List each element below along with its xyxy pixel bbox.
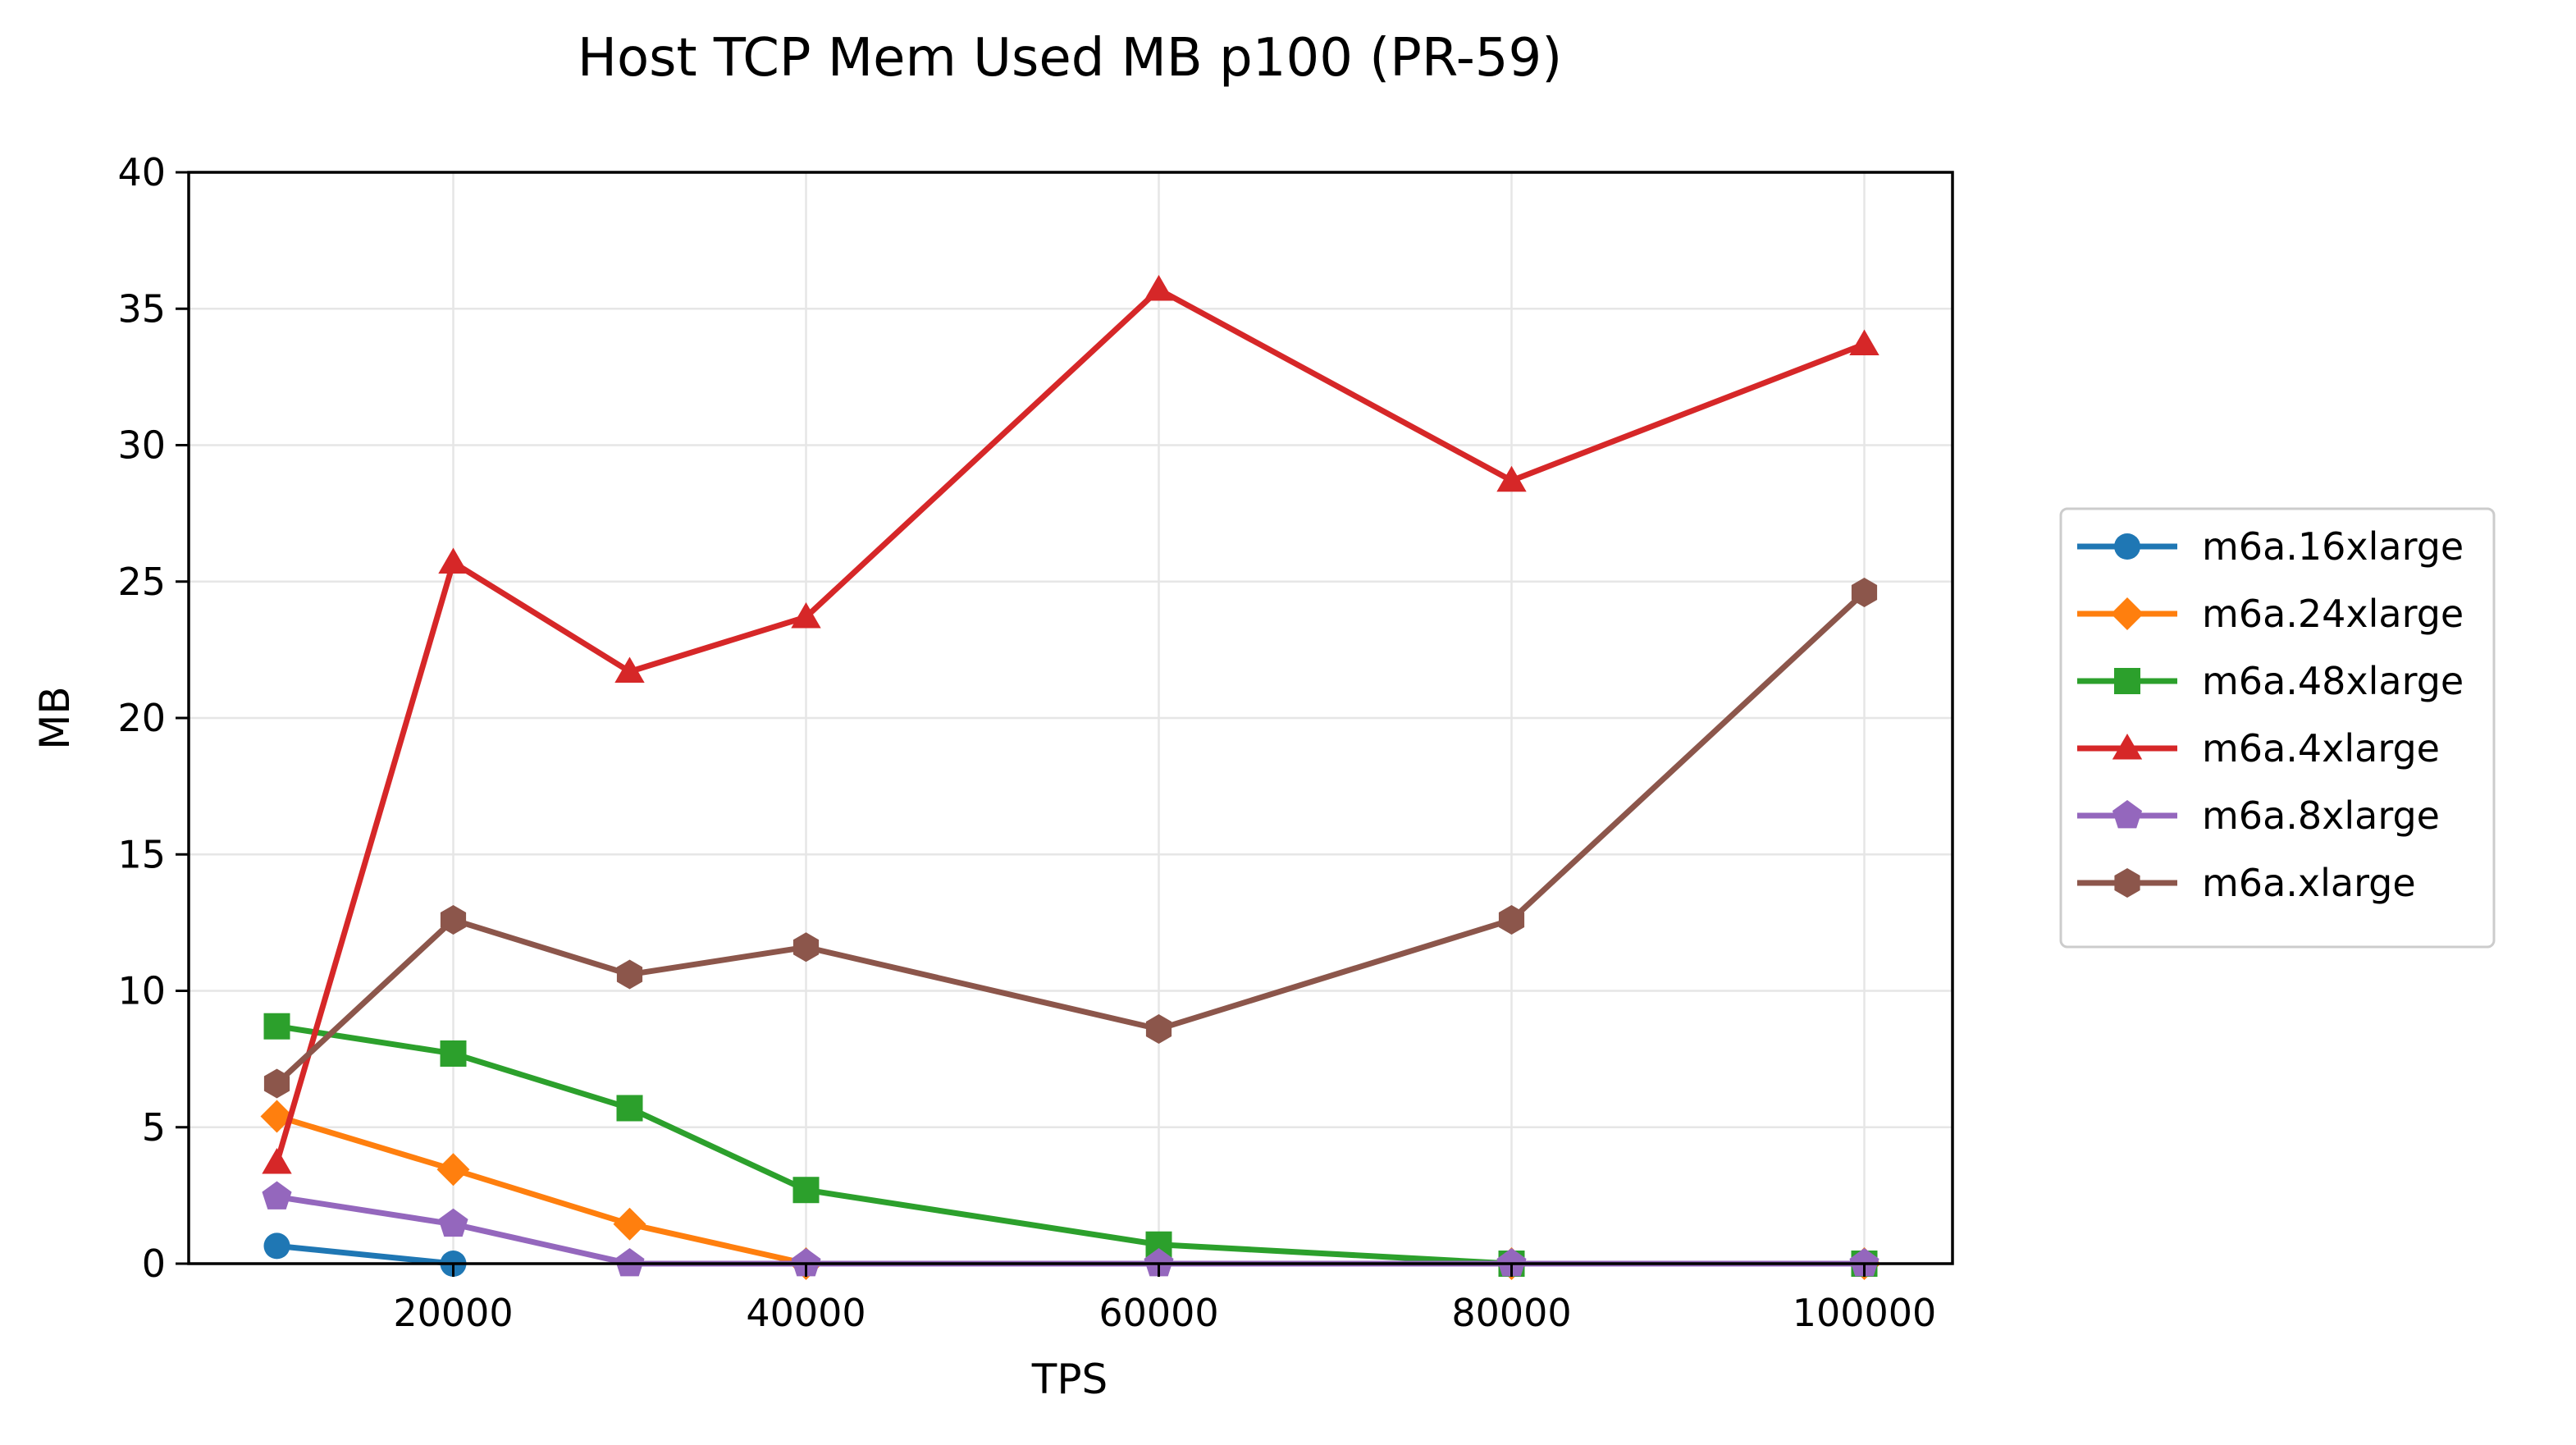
- y-tick-label: 10: [117, 969, 166, 1013]
- legend-label-m6a-48xlarge: m6a.48xlarge: [2202, 659, 2464, 703]
- axes: 20000 40000 60000 80000 100000 0 5 10 15 20 25 30 35…: [117, 150, 1936, 1335]
- data-point-m6a-4xlarge: [791, 601, 821, 629]
- data-point-m6a-xlarge: [1851, 578, 1878, 608]
- data-point-m6a-8xlarge: [614, 1248, 645, 1277]
- data-point-m6a-48xlarge: [263, 1013, 290, 1040]
- y-tick-label: 0: [142, 1242, 166, 1286]
- legend-label-m6a-24xlarge: m6a.24xlarge: [2202, 592, 2464, 636]
- series-m6a-xlarge: [263, 578, 1878, 1099]
- x-tick-label: 100000: [1793, 1291, 1937, 1335]
- x-tick-label: 60000: [1098, 1291, 1218, 1335]
- data-point-m6a-xlarge: [616, 959, 643, 990]
- legend-box: [2059, 507, 2496, 949]
- data-point-m6a-8xlarge: [1496, 1248, 1527, 1277]
- data-point-m6a-48xlarge: [616, 1095, 643, 1122]
- data-point-m6a-8xlarge: [1849, 1248, 1879, 1277]
- data-point-m6a-xlarge: [1498, 905, 1525, 935]
- series-line-m6a-16xlarge: [274, 1242, 456, 1267]
- x-tick-label: 20000: [393, 1291, 513, 1335]
- data-point-m6a-8xlarge: [262, 1181, 292, 1210]
- data-point-m6a-xlarge: [792, 932, 820, 963]
- y-axis-label: MB: [31, 686, 79, 749]
- legend-marker-m6a-8xlarge: [2112, 800, 2143, 829]
- y-tick-label: 30: [117, 423, 166, 468]
- data-point-m6a-24xlarge: [260, 1100, 294, 1133]
- data-point-m6a-48xlarge: [440, 1040, 467, 1067]
- data-point-m6a-4xlarge: [1144, 274, 1174, 301]
- data-point-m6a-xlarge: [1145, 1014, 1172, 1045]
- legend-marker-m6a-16xlarge: [2114, 533, 2140, 560]
- y-tick-label: 35: [117, 286, 166, 331]
- y-tick-label: 5: [142, 1105, 166, 1150]
- x-axis-label: TPS: [1031, 1356, 1108, 1403]
- chart-title: Host TCP Mem Used MB p100 (PR-59): [578, 28, 1562, 89]
- legend: m6a.16xlarge m6a.24xlarge m6a.48xlarge m6a.…: [2059, 507, 2496, 949]
- data-point-m6a-xlarge: [263, 1068, 290, 1099]
- data-point-m6a-8xlarge: [791, 1248, 821, 1277]
- series-m6a-16xlarge: [263, 1232, 467, 1277]
- data-point-m6a-24xlarge: [436, 1153, 470, 1187]
- x-tick-label: 40000: [746, 1291, 866, 1335]
- series-m6a-4xlarge: [262, 274, 1879, 1174]
- legend-marker-m6a-4xlarge: [2112, 734, 2143, 760]
- legend-label-m6a-8xlarge: m6a.8xlarge: [2202, 793, 2440, 838]
- legend-label-m6a-16xlarge: m6a.16xlarge: [2202, 524, 2464, 569]
- data-point-m6a-xlarge: [440, 905, 467, 935]
- legend-marker-m6a-48xlarge: [2114, 668, 2140, 694]
- data-point-m6a-48xlarge: [792, 1177, 820, 1204]
- legend-marker-m6a-xlarge: [2114, 868, 2140, 898]
- legend-label-m6a-4xlarge: m6a.4xlarge: [2202, 726, 2440, 771]
- y-tick-label: 20: [117, 696, 166, 740]
- data-point-m6a-8xlarge: [438, 1208, 468, 1237]
- data-point-m6a-4xlarge: [1496, 465, 1527, 492]
- data-point-m6a-24xlarge: [613, 1207, 646, 1241]
- data-point-m6a-8xlarge: [1144, 1248, 1174, 1277]
- data-point-m6a-4xlarge: [262, 1147, 292, 1174]
- legend-marker-m6a-24xlarge: [2111, 597, 2144, 630]
- data-point-m6a-4xlarge: [1849, 329, 1879, 355]
- y-tick-label: 25: [117, 560, 166, 604]
- y-tick-label: 15: [117, 832, 166, 876]
- data-point-m6a-4xlarge: [438, 547, 468, 574]
- data-point-m6a-16xlarge: [263, 1232, 290, 1260]
- legend-label-m6a-xlarge: m6a.xlarge: [2202, 861, 2416, 905]
- x-tick-label: 80000: [1451, 1291, 1571, 1335]
- y-tick-label: 40: [117, 150, 166, 194]
- data-point-m6a-4xlarge: [614, 656, 645, 683]
